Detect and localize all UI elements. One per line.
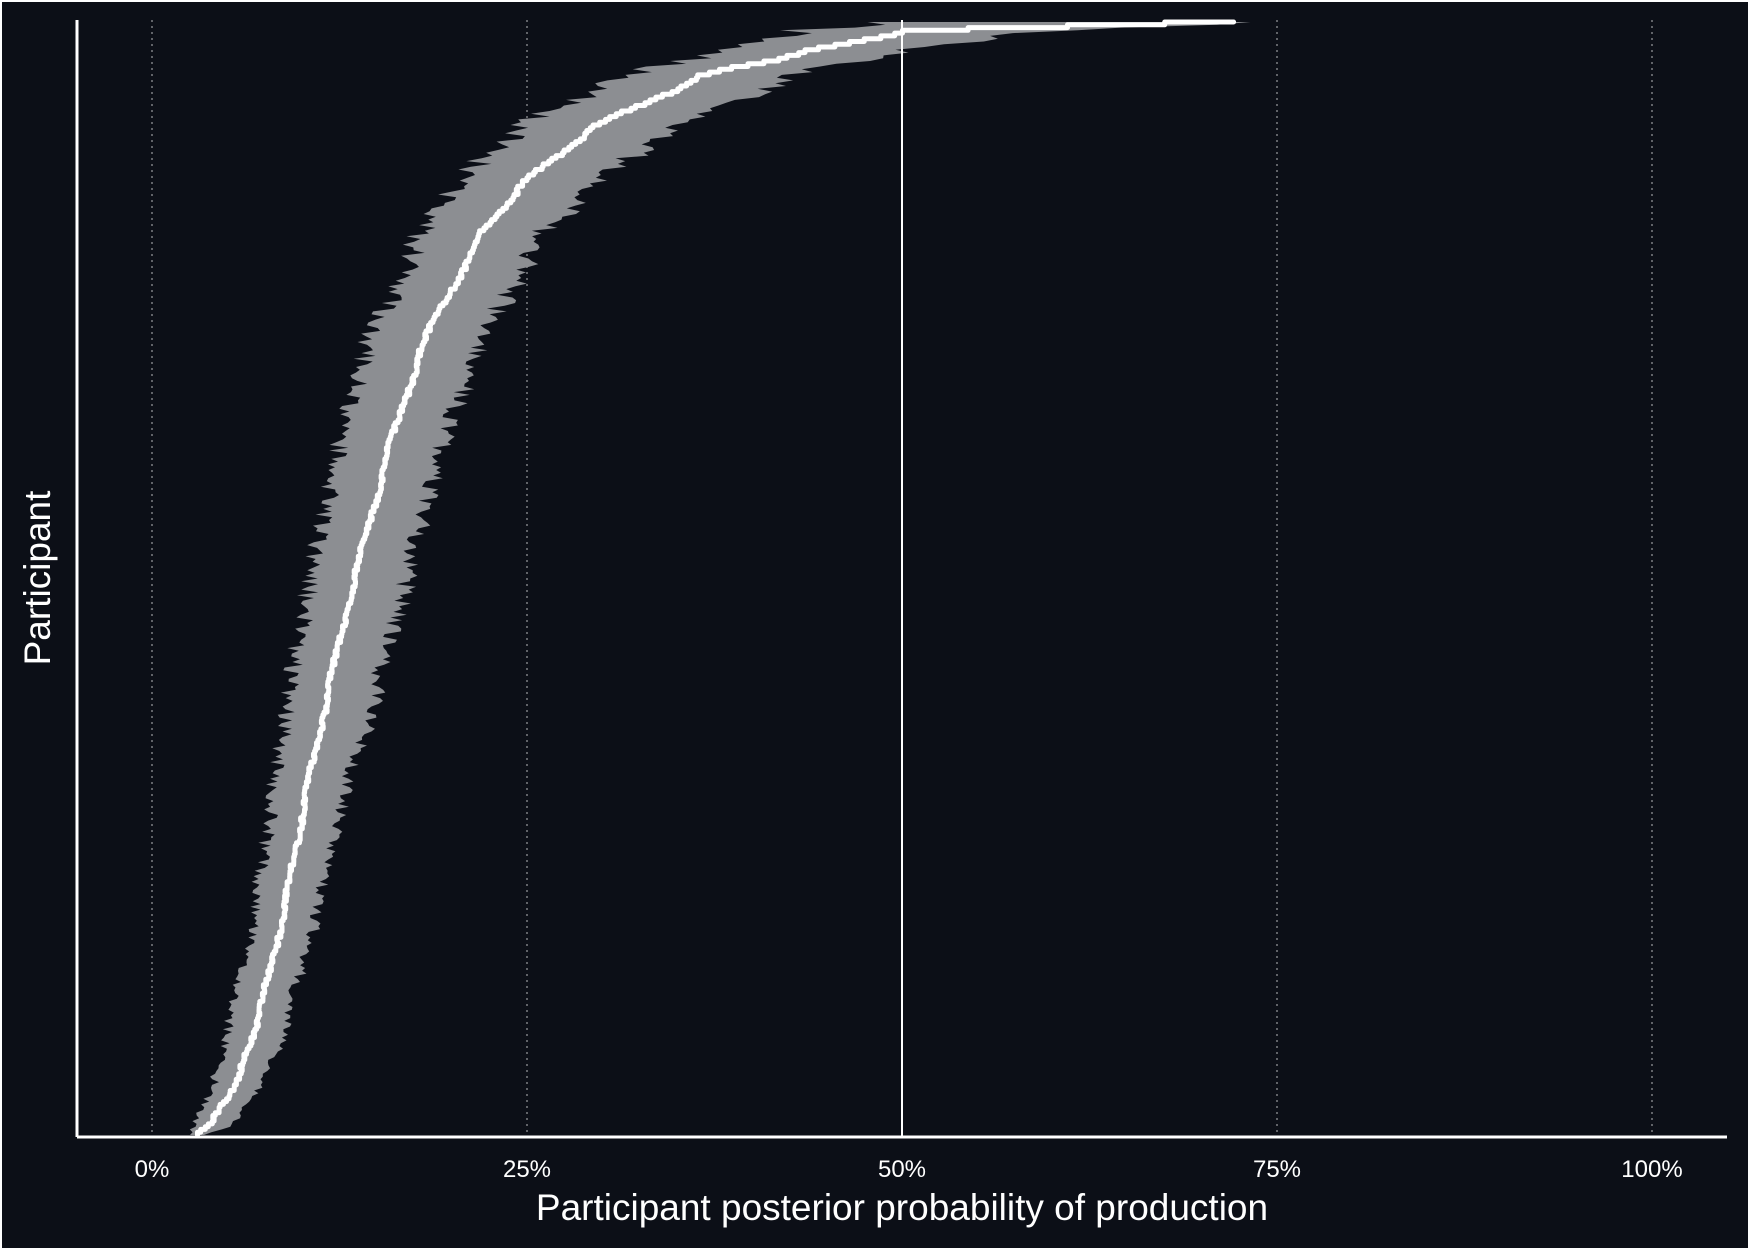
mean-line-layer (195, 19, 1237, 1138)
posterior-mean-line (195, 19, 1237, 1138)
axes (75, 20, 1727, 1139)
credible-interval-band (189, 22, 1251, 1135)
x-axis-title: Participant posterior probability of pro… (536, 1187, 1268, 1228)
x-tick-label-0: 0% (135, 1156, 170, 1183)
credible-band-layer (189, 22, 1251, 1135)
x-tick-labels: 0% 25% 50% 75% 100% (135, 1156, 1683, 1183)
x-tick-label-3: 75% (1253, 1156, 1301, 1183)
x-tick-label-1: 25% (503, 1156, 551, 1183)
y-axis-title: Participant (17, 490, 58, 666)
x-tick-label-4: 100% (1621, 1156, 1682, 1183)
x-tick-label-2: 50% (878, 1156, 926, 1183)
